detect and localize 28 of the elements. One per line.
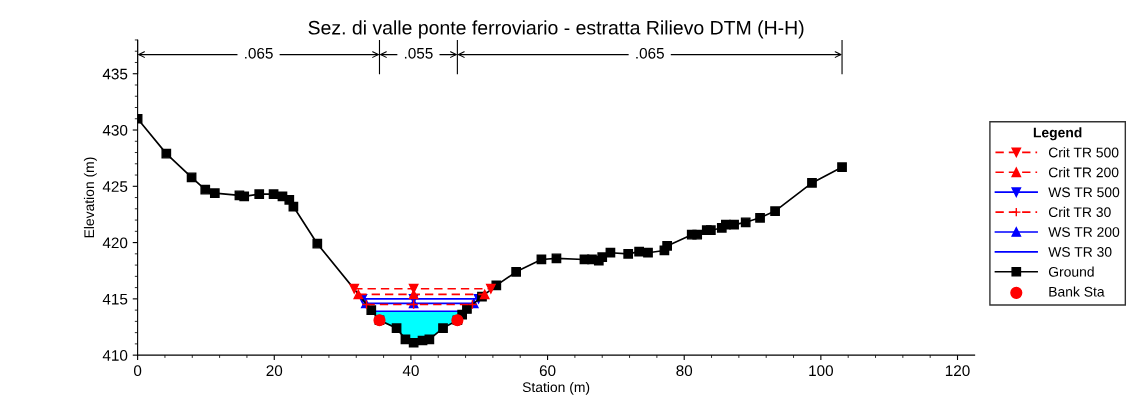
y-tick-label: 410 [102,350,128,361]
x-tick-label: 20 [266,365,283,377]
x-tick-label: 40 [402,365,419,377]
legend-title: Legend [1033,127,1082,141]
legend-label: WS TR 200 [1048,227,1120,237]
annotation: .065 [245,47,273,59]
legend-label: Bank Sta [1049,286,1105,297]
legend-label: WS TR 500 [1048,187,1120,198]
annotation: .055 [404,47,433,59]
annotation: .065 [636,47,664,59]
y-tick-label: 420 [102,237,128,249]
legend-label: WS TR 30 [1048,247,1112,257]
chart-title: Sez. di valle ponte ferroviario - estratta Rilievo DTM (H-H) [308,20,804,39]
x-tick-label: 60 [539,365,556,377]
x-axis-title: Station (m) [522,381,590,395]
x-tick-label: 120 [945,365,970,377]
legend-label: Ground [1048,266,1094,277]
x-tick-label: 0 [133,365,142,377]
legend-label: Crit TR 200 [1048,167,1119,178]
legend-label: Crit TR 30 [1048,206,1111,218]
y-tick-label: 415 [102,293,128,305]
x-tick-label: 100 [809,365,834,377]
y-tick-label: 430 [102,124,128,136]
y-tick-label: 425 [102,181,128,192]
y-axis-title: Elevation (m) [83,157,97,238]
legend-label: Crit TR 500 [1048,147,1119,158]
y-tick-label: 435 [102,68,128,80]
x-tick-label: 80 [676,365,693,377]
